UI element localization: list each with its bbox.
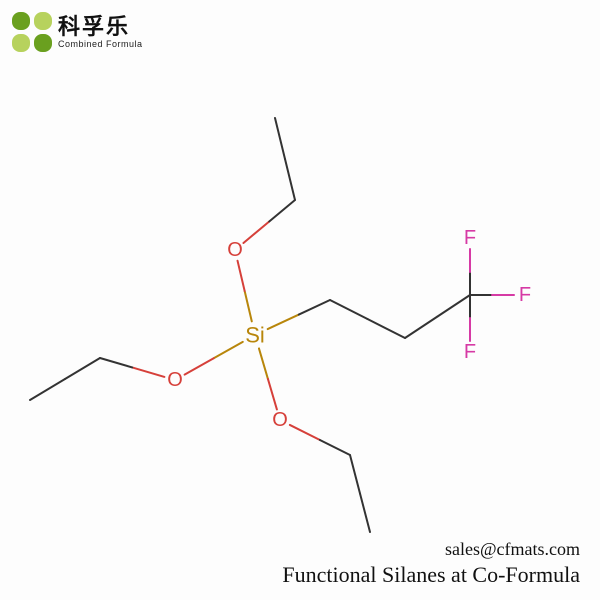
bond bbox=[245, 291, 252, 321]
bond bbox=[132, 367, 164, 376]
atom-label-si: Si bbox=[245, 323, 265, 348]
bond bbox=[100, 358, 132, 367]
bond bbox=[30, 379, 65, 400]
bond bbox=[185, 358, 214, 374]
bond bbox=[268, 315, 299, 330]
bond bbox=[214, 342, 243, 358]
canvas: 科孚乐 Combined Formula SiOOOFFF sales@cfma… bbox=[0, 0, 600, 600]
bond bbox=[65, 358, 100, 379]
bond bbox=[259, 348, 268, 379]
bonds-group bbox=[30, 118, 514, 532]
atoms-group: Si O O O F F F bbox=[167, 227, 531, 431]
bond bbox=[238, 261, 245, 291]
atom-label-f: F bbox=[464, 341, 476, 363]
atom-label-f: F bbox=[519, 284, 531, 306]
contact-email: sales@cfmats.com bbox=[445, 539, 580, 560]
bond bbox=[330, 300, 368, 319]
atom-label-f: F bbox=[464, 227, 476, 249]
bond bbox=[320, 440, 350, 455]
bond bbox=[290, 425, 320, 440]
bond bbox=[405, 317, 438, 339]
bond bbox=[285, 159, 295, 200]
bond bbox=[438, 295, 471, 317]
molecule-diagram: Si O O O F F F bbox=[0, 0, 600, 600]
bond bbox=[275, 118, 285, 159]
bond bbox=[268, 379, 277, 410]
atom-label-o: O bbox=[272, 409, 288, 431]
atom-label-o: O bbox=[227, 239, 243, 261]
bond bbox=[368, 319, 406, 338]
bond bbox=[350, 455, 360, 494]
bond bbox=[243, 221, 269, 242]
bond bbox=[299, 300, 330, 315]
atom-label-o: O bbox=[167, 369, 183, 391]
bond bbox=[360, 494, 370, 533]
bond bbox=[269, 200, 295, 221]
footer-tagline: Functional Silanes at Co-Formula bbox=[282, 562, 580, 588]
